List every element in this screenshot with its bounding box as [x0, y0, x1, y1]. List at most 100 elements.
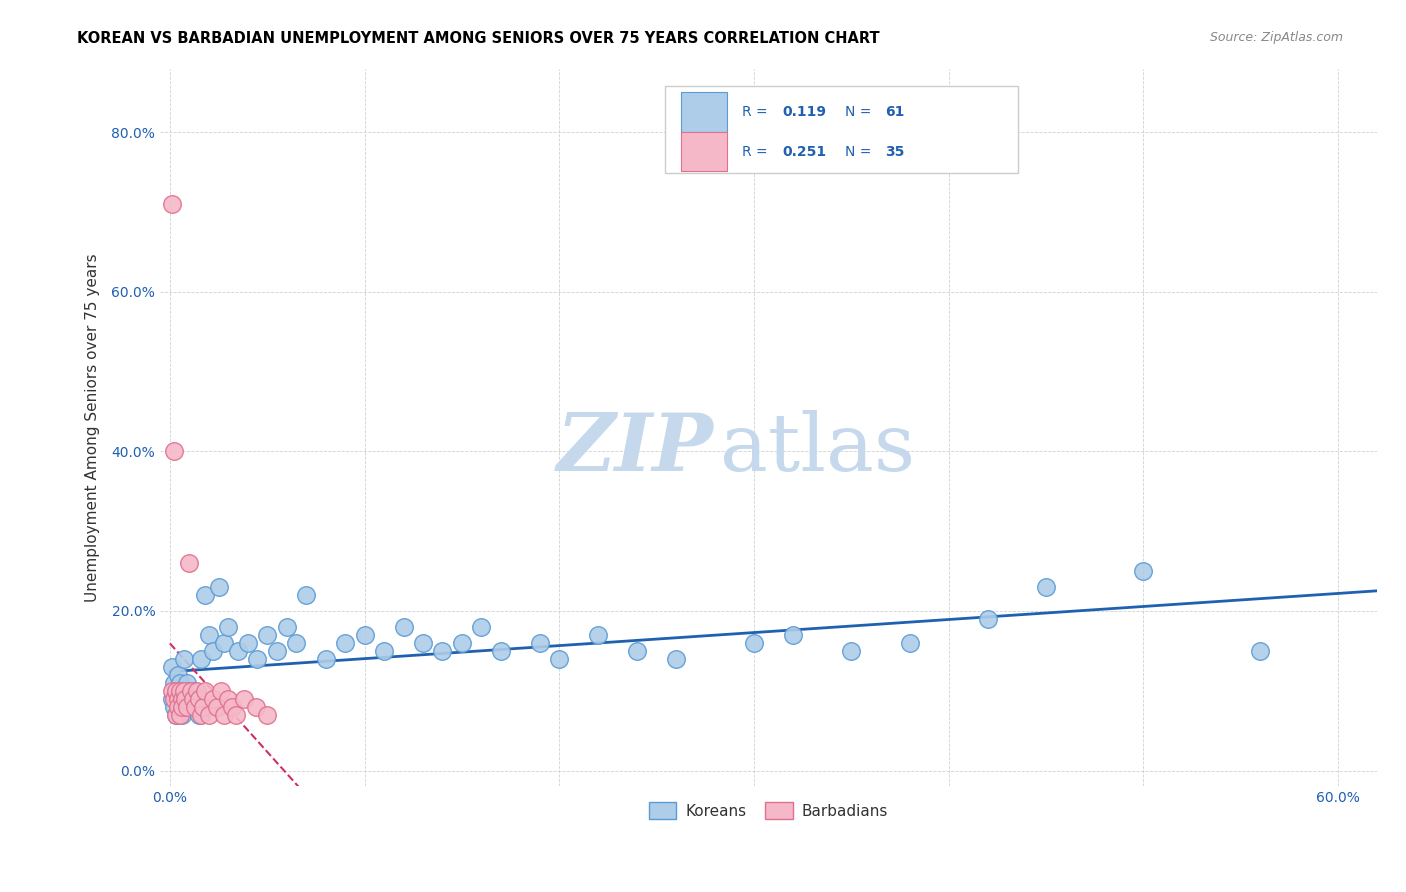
Point [163, 675, 186, 690]
Point [201, 644, 224, 658]
Text: R =: R = [742, 145, 772, 159]
Point [432, 644, 454, 658]
Point [190, 707, 212, 722]
Point [160, 197, 183, 211]
Text: atlas: atlas [720, 410, 915, 488]
Point [198, 628, 221, 642]
Point [742, 636, 765, 650]
Point [392, 620, 415, 634]
Point [170, 699, 193, 714]
Point [163, 444, 186, 458]
Point [166, 691, 188, 706]
Point [236, 636, 259, 650]
Point [169, 707, 191, 722]
Point [205, 699, 228, 714]
Point [190, 652, 212, 666]
Point [179, 683, 201, 698]
Point [180, 683, 202, 698]
Point [412, 636, 434, 650]
Point [1035, 580, 1057, 594]
Point [165, 683, 187, 698]
Point [353, 628, 375, 642]
Point [246, 652, 269, 666]
Point [166, 691, 188, 706]
Point [209, 683, 232, 698]
Point [665, 652, 688, 666]
Text: N =: N = [845, 145, 876, 159]
FancyBboxPatch shape [681, 93, 727, 132]
Point [174, 699, 197, 714]
FancyBboxPatch shape [665, 87, 1018, 173]
Point [179, 556, 201, 570]
Point [188, 707, 211, 722]
Point [217, 691, 239, 706]
Point [174, 683, 197, 698]
Point [839, 644, 862, 658]
Text: ZIP: ZIP [557, 410, 714, 488]
Point [169, 699, 191, 714]
Point [214, 707, 236, 722]
Point [186, 691, 208, 706]
Y-axis label: Unemployment Among Seniors over 75 years: Unemployment Among Seniors over 75 years [86, 253, 100, 602]
Text: N =: N = [845, 105, 876, 120]
Point [165, 683, 187, 698]
Point [245, 699, 267, 714]
Point [160, 660, 183, 674]
Point [529, 636, 551, 650]
Text: KOREAN VS BARBADIAN UNEMPLOYMENT AMONG SENIORS OVER 75 YEARS CORRELATION CHART: KOREAN VS BARBADIAN UNEMPLOYMENT AMONG S… [77, 31, 880, 46]
Point [184, 699, 207, 714]
Point [181, 691, 204, 706]
FancyBboxPatch shape [681, 132, 727, 171]
Point [181, 699, 204, 714]
Point [170, 691, 193, 706]
Text: 0.251: 0.251 [782, 145, 827, 159]
Point [898, 636, 921, 650]
Point [266, 644, 288, 658]
Point [256, 628, 278, 642]
Point [173, 691, 195, 706]
Point [188, 691, 211, 706]
Point [225, 707, 247, 722]
Point [160, 691, 183, 706]
Point [548, 652, 571, 666]
Point [173, 683, 195, 698]
Point [256, 707, 278, 722]
Point [165, 707, 187, 722]
Text: Source: ZipAtlas.com: Source: ZipAtlas.com [1209, 31, 1343, 45]
Point [186, 683, 208, 698]
Point [194, 588, 217, 602]
Point [170, 683, 193, 698]
Point [170, 707, 193, 722]
Point [1249, 644, 1271, 658]
Point [1132, 564, 1154, 578]
Text: 35: 35 [886, 145, 904, 159]
Point [221, 699, 243, 714]
Point [782, 628, 804, 642]
Point [160, 683, 183, 698]
Point [176, 699, 198, 714]
Point [285, 636, 308, 650]
Point [214, 636, 236, 650]
Point [626, 644, 648, 658]
Point [232, 691, 254, 706]
Point [194, 683, 217, 698]
Point [184, 683, 207, 698]
Point [226, 644, 249, 658]
Point [169, 683, 191, 698]
Point [470, 620, 492, 634]
Point [489, 644, 512, 658]
Point [173, 652, 195, 666]
Point [191, 699, 214, 714]
Point [174, 691, 197, 706]
Point [198, 707, 221, 722]
Point [169, 675, 191, 690]
Point [295, 588, 318, 602]
Point [315, 652, 337, 666]
Legend: Koreans, Barbadians: Koreans, Barbadians [643, 796, 894, 825]
Point [163, 691, 186, 706]
Text: 61: 61 [886, 105, 904, 120]
Point [333, 636, 356, 650]
Point [163, 699, 186, 714]
Text: 0.119: 0.119 [782, 105, 825, 120]
Point [180, 691, 202, 706]
